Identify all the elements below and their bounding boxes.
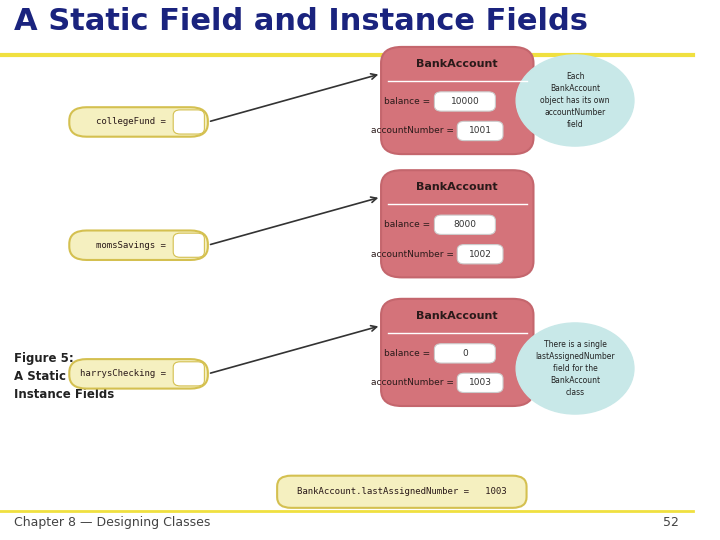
FancyBboxPatch shape — [457, 245, 503, 264]
FancyBboxPatch shape — [174, 362, 204, 386]
Text: Each
BankAccount
object has its own
accountNumber
field: Each BankAccount object has its own acco… — [540, 72, 610, 129]
Text: 1002: 1002 — [469, 249, 492, 259]
FancyBboxPatch shape — [381, 299, 534, 406]
Text: BankAccount: BankAccount — [416, 59, 498, 69]
Text: BankAccount: BankAccount — [416, 311, 498, 321]
Circle shape — [516, 323, 634, 414]
FancyBboxPatch shape — [434, 344, 495, 363]
FancyBboxPatch shape — [174, 110, 204, 134]
Text: Chapter 8 — Designing Classes: Chapter 8 — Designing Classes — [14, 516, 210, 529]
FancyBboxPatch shape — [69, 359, 208, 389]
Text: 1001: 1001 — [469, 126, 492, 136]
Text: 52: 52 — [663, 516, 679, 529]
Text: 8000: 8000 — [454, 220, 477, 230]
Text: 0: 0 — [462, 349, 468, 358]
Text: accountNumber =: accountNumber = — [372, 379, 454, 387]
Text: A Static Field and Instance Fields: A Static Field and Instance Fields — [14, 7, 588, 36]
Text: accountNumber =: accountNumber = — [372, 249, 454, 259]
Circle shape — [516, 55, 634, 146]
Text: 1003: 1003 — [469, 379, 492, 387]
Text: momsSavings =: momsSavings = — [96, 241, 166, 249]
Text: 10000: 10000 — [451, 97, 480, 106]
FancyBboxPatch shape — [434, 215, 495, 234]
FancyBboxPatch shape — [69, 231, 208, 260]
FancyBboxPatch shape — [457, 373, 503, 393]
FancyBboxPatch shape — [434, 92, 495, 111]
Text: BankAccount: BankAccount — [416, 183, 498, 192]
Text: balance =: balance = — [384, 97, 430, 106]
FancyBboxPatch shape — [381, 47, 534, 154]
FancyBboxPatch shape — [381, 170, 534, 278]
Text: Figure 5:
A Static Field and
Instance Fields: Figure 5: A Static Field and Instance Fi… — [14, 353, 131, 401]
Text: accountNumber =: accountNumber = — [372, 126, 454, 136]
Text: There is a single
lastAssignedNumber
field for the
BankAccount
class: There is a single lastAssignedNumber fie… — [535, 340, 615, 396]
Text: balance =: balance = — [384, 220, 430, 230]
FancyBboxPatch shape — [277, 476, 526, 508]
FancyBboxPatch shape — [457, 122, 503, 140]
Text: collegeFund =: collegeFund = — [96, 118, 166, 126]
FancyBboxPatch shape — [69, 107, 208, 137]
Text: BankAccount.lastAssignedNumber =   1003: BankAccount.lastAssignedNumber = 1003 — [297, 487, 507, 496]
Text: balance =: balance = — [384, 349, 430, 358]
Text: harrysChecking =: harrysChecking = — [81, 369, 166, 379]
FancyBboxPatch shape — [174, 233, 204, 257]
